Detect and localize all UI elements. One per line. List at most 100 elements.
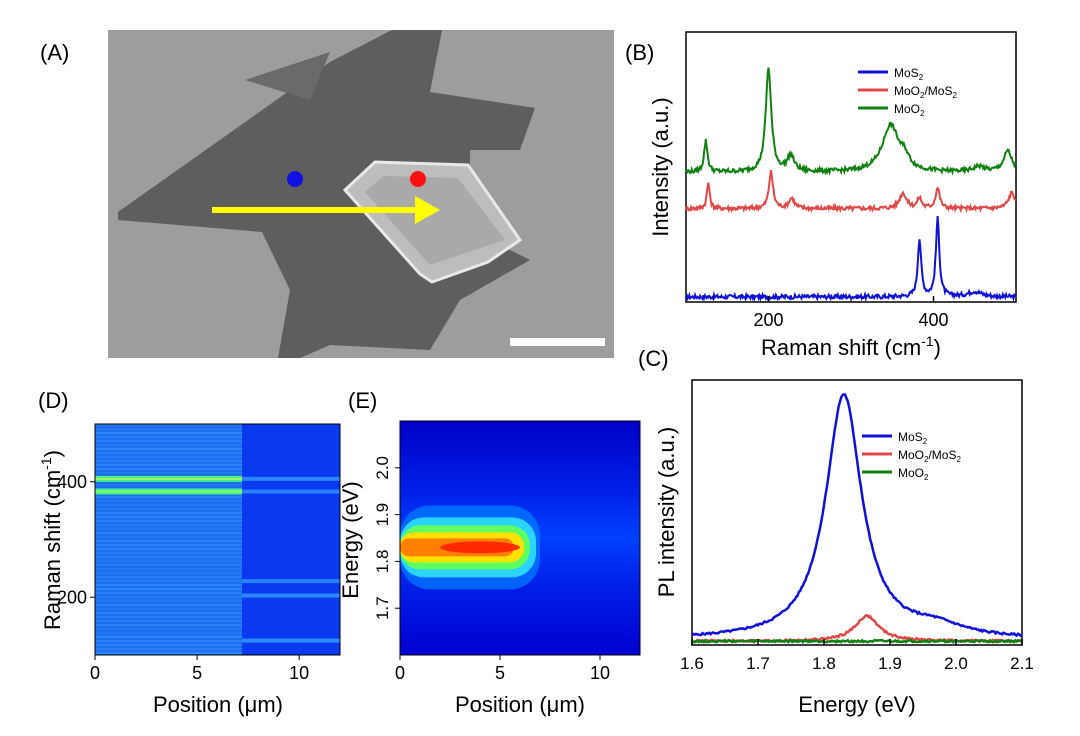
panel-d-ticks: 0 5 10 200 400 <box>57 472 309 683</box>
scan-arrow-head <box>415 196 440 224</box>
panel-d-heatmap <box>95 424 340 655</box>
d-stripe <box>95 528 242 530</box>
d-stripe <box>95 496 242 498</box>
d-stripe <box>95 544 242 546</box>
d-stripe <box>95 508 242 510</box>
d-stripe <box>95 516 242 518</box>
panel-b-ylabel: Intensity (a.u.) <box>648 97 673 236</box>
e-peak-core <box>440 541 520 554</box>
d-stripe <box>95 524 242 526</box>
legend-mos2: MoS2 <box>894 66 924 82</box>
panel-e: (E) 0 5 10 1.7 1.8 1.9 2.0 Position (μm) Energ… <box>338 388 641 717</box>
panel-c-ylabel: PL intensity (a.u.) <box>654 427 679 597</box>
panel-e-heatmap <box>400 505 540 590</box>
d-stripe <box>95 640 242 642</box>
d-ytick-label: 200 <box>57 587 87 607</box>
scale-bar <box>510 338 605 346</box>
d-stripe <box>95 448 242 450</box>
b-series-line <box>685 216 1017 303</box>
d-region-mos2 <box>95 424 242 655</box>
d-band-right <box>242 489 340 494</box>
d-xtick-label: 0 <box>90 663 100 683</box>
d-stripe <box>95 604 242 606</box>
panel-c-label: (C) <box>638 346 669 371</box>
c-series-line <box>691 392 1023 638</box>
panel-e-ylabel: Energy (eV) <box>338 481 363 598</box>
d-stripe <box>95 628 242 630</box>
panel-b-label: (B) <box>625 40 654 65</box>
c-xtick-label: 2.0 <box>944 654 968 673</box>
d-stripe <box>95 552 242 554</box>
e-xtick-label: 5 <box>495 663 505 683</box>
legend-moo2: MoO2 <box>894 102 925 118</box>
panel-b-series <box>685 67 1017 303</box>
c-xtick-label: 1.6 <box>680 654 704 673</box>
c-legend-moo2: MoO2 <box>898 466 929 482</box>
d-stripe <box>95 632 242 634</box>
b-xtick-label: 200 <box>753 310 783 330</box>
c-xtick-label: 1.7 <box>746 654 770 673</box>
panel-e-ticks: 0 5 10 1.7 1.8 1.9 2.0 <box>373 456 610 683</box>
panel-e-label: (E) <box>348 388 377 413</box>
panel-b-xlabel: Raman shift (cm-1) <box>761 333 941 360</box>
mos2-marker-dot <box>287 171 303 187</box>
d-stripe <box>95 464 242 466</box>
d-xtick-label: 10 <box>289 663 309 683</box>
d-stripe <box>95 484 242 486</box>
c-xtick-label: 2.1 <box>1010 654 1034 673</box>
c-series-line <box>691 638 1023 645</box>
panel-d-frame <box>94 423 341 656</box>
d-stripe <box>95 432 242 434</box>
d-stripe <box>95 472 242 474</box>
d-stripe <box>95 452 242 454</box>
d-stripe <box>95 512 242 514</box>
c-xtick-label: 1.8 <box>812 654 836 673</box>
d-stripe <box>95 548 242 550</box>
d-stripe <box>95 468 242 470</box>
b-xtick-label: 400 <box>918 310 948 330</box>
d-stripe <box>95 608 242 610</box>
panel-c-frame <box>691 379 1023 646</box>
e-xtick-label: 10 <box>590 663 610 683</box>
d-stripe <box>95 520 242 522</box>
d-stripe <box>95 568 242 570</box>
d-stripe <box>95 636 242 638</box>
d-stripe <box>95 444 242 446</box>
panel-c-series <box>691 392 1023 645</box>
d-stripe <box>95 652 242 654</box>
e-xtick-label: 0 <box>395 663 405 683</box>
panel-d: (D) 0 5 10 200 400 Position (μm) Raman shift… <box>38 388 341 717</box>
d-band-core <box>95 477 242 480</box>
d-stripe <box>95 536 242 538</box>
d-stripe <box>95 428 242 430</box>
d-stripe <box>95 584 242 586</box>
c-xtick-label: 1.9 <box>878 654 902 673</box>
d-stripe <box>95 580 242 582</box>
plate-inner <box>365 176 505 265</box>
d-stripe <box>95 616 242 618</box>
e-ytick-label: 2.0 <box>373 456 392 480</box>
b-series-line <box>685 67 1017 176</box>
d-ytick-label: 400 <box>57 472 87 492</box>
d-band-right <box>242 476 340 481</box>
d-band-right <box>242 579 340 584</box>
d-stripe <box>95 588 242 590</box>
panel-c-ticks: 1.6 1.7 1.8 1.9 2.0 2.1 <box>680 639 1034 673</box>
d-stripe <box>95 644 242 646</box>
d-stripe <box>95 560 242 562</box>
d-stripe <box>95 624 242 626</box>
d-stripe <box>95 596 242 598</box>
panel-d-label: (D) <box>38 388 69 413</box>
d-band-right <box>242 593 340 598</box>
d-stripe <box>95 500 242 502</box>
panel-b-legend: MoS2 MoO2/MoS2 MoO2 <box>858 66 957 118</box>
c-legend-moo2-mos2: MoO2/MoS2 <box>898 448 961 464</box>
moo2-mos2-marker-dot <box>410 171 426 187</box>
d-stripe <box>95 540 242 542</box>
panel-a-label: (A) <box>40 40 69 65</box>
d-stripe <box>95 592 242 594</box>
panel-c-xlabel: Energy (eV) <box>798 692 915 717</box>
e-ytick-label: 1.8 <box>373 550 392 574</box>
d-stripe <box>95 424 242 426</box>
